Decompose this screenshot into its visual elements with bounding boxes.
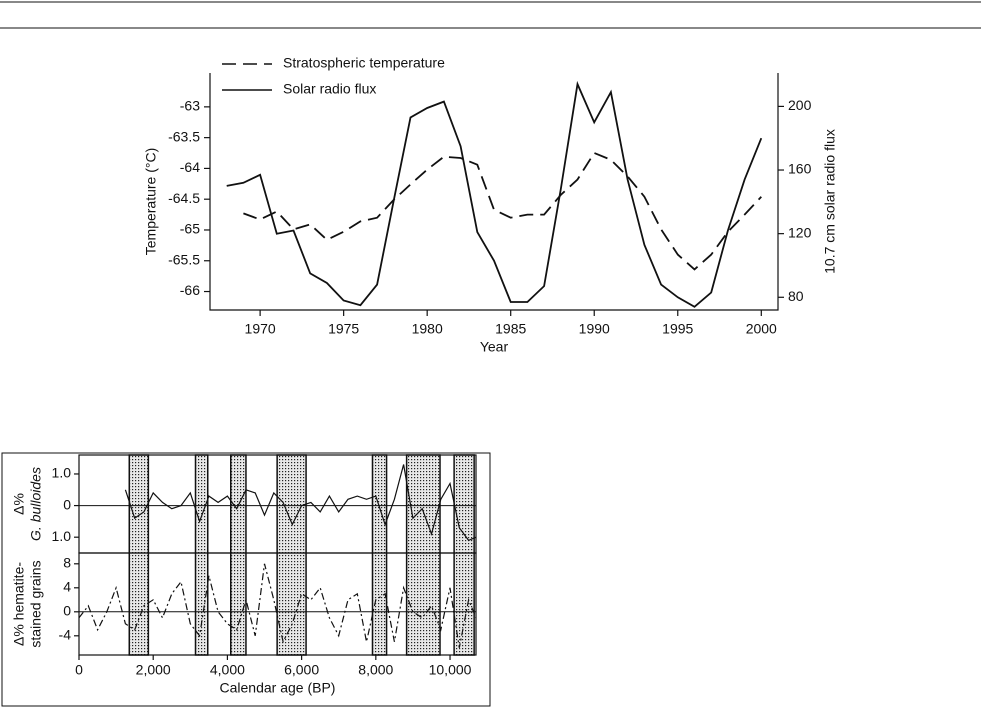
panel-frame [78,552,477,656]
axes-frame [209,73,779,311]
y-tick-label: 1.0 [52,528,72,544]
x-tick-label: 1980 [412,321,443,337]
x-tick-label: 1970 [245,321,276,337]
shaded-band [371,454,388,656]
y2-axis-label: 10.7 cm solar radio flux [822,129,838,274]
legend-label: Solar radio flux [283,81,376,97]
x-tick-label: 1990 [579,321,610,337]
shaded-band [128,454,150,656]
y-axis-label: G. bulloides [28,467,44,541]
legend-label: Stratospheric temperature [283,55,445,71]
series-line [124,464,477,542]
y-tick-label: -65 [180,221,200,237]
series-line [78,563,477,648]
shaded-band [276,454,307,656]
y-tick-label: 0 [63,603,71,619]
x-tick-label: 10,000 [429,662,472,678]
x-tick-label: 2,000 [136,662,171,678]
y-tick-label: 1.0 [52,465,72,481]
y-tick-label: -65.5 [168,251,200,267]
x-tick-label: 1985 [495,321,526,337]
y2-tick-label: 200 [788,97,812,113]
y2-tick-label: 120 [788,224,812,240]
figure-frame [1,452,491,707]
x-axis-label: Calendar age (BP) [220,680,336,696]
x-tick-label: 8,000 [358,662,393,678]
y-axis-label: stained grains [28,560,44,647]
series-line [243,151,762,271]
y-axis-label: Δ% [11,493,27,515]
y-axis-label: Temperature (°C) [143,148,159,256]
y-tick-label: -64 [180,159,200,175]
y-tick-label: 8 [63,555,71,571]
x-tick-label: 1975 [328,321,359,337]
x-tick-label: 2000 [746,321,777,337]
y-tick-label: 0 [63,496,71,512]
y2-tick-label: 80 [788,288,804,304]
y-tick-label: -63 [180,98,200,114]
shaded-band [405,454,441,656]
x-tick-label: 6,000 [284,662,319,678]
y-tick-label: -4 [59,627,72,643]
y-tick-label: 4 [63,579,71,595]
y-tick-label: -63.5 [168,128,200,144]
series-line [226,80,763,308]
y2-tick-label: 160 [788,161,812,177]
y-axis-label: Δ% hematite- [11,562,27,646]
x-tick-label: 0 [75,662,83,678]
x-axis-label: Year [480,339,509,355]
x-tick-label: 4,000 [210,662,245,678]
y-tick-label: -66 [180,282,200,298]
y-tick-label: -64.5 [168,190,200,206]
x-tick-label: 1995 [662,321,693,337]
